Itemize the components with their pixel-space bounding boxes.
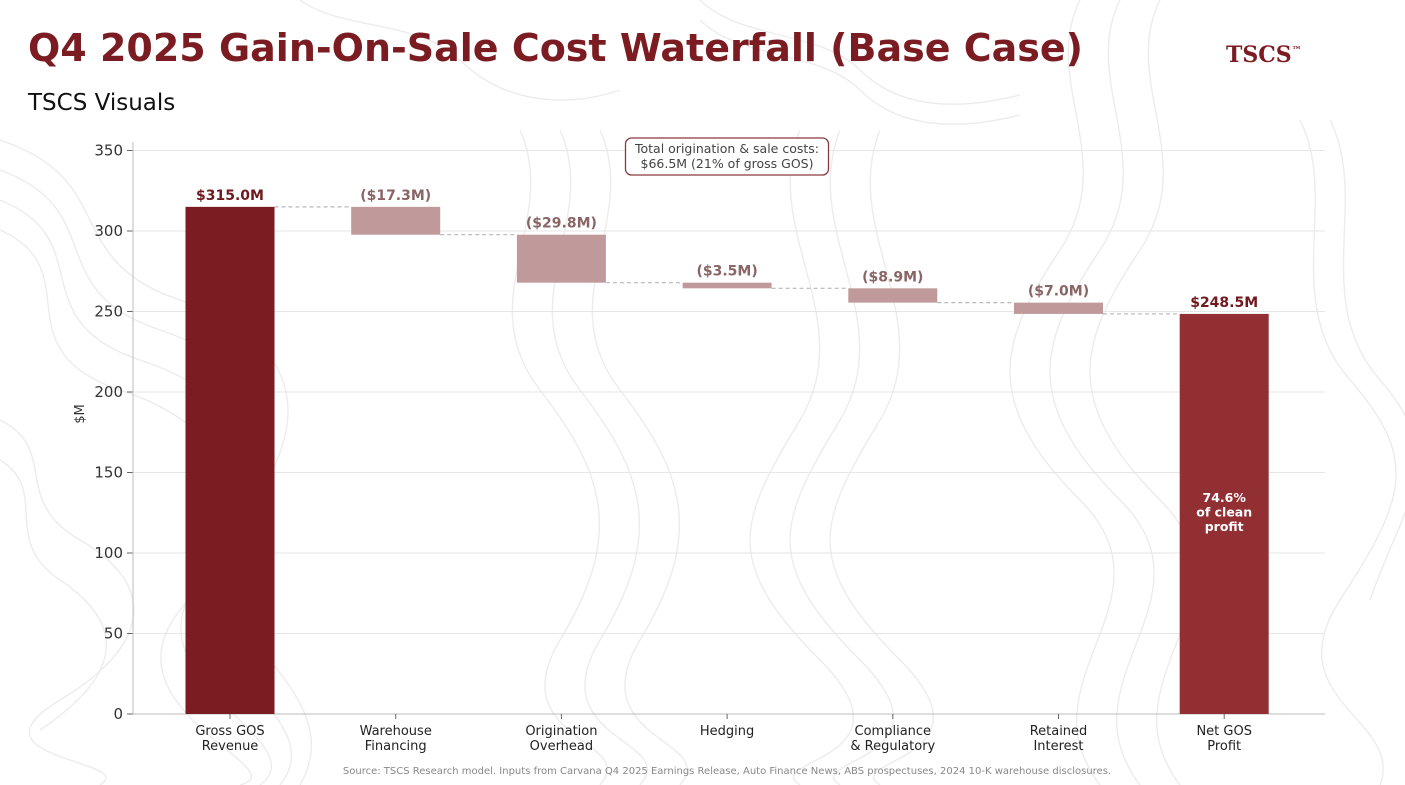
x-tick-label: Origination	[525, 724, 597, 739]
brand-logo: TSCS™	[1226, 42, 1302, 68]
bar-value-label: ($29.8M)	[526, 216, 597, 232]
y-tick-label: 200	[94, 383, 123, 401]
annotation-box	[624, 137, 830, 176]
x-tick-label: Net GOS	[1196, 724, 1252, 739]
x-tick-label: & Regulatory	[850, 739, 935, 754]
connectors	[274, 206, 1180, 315]
x-tick-label: Retained	[1030, 724, 1088, 739]
grid-lines	[133, 150, 1325, 715]
bar-value-label: ($8.9M)	[862, 269, 923, 285]
brand-name: TSCS	[1226, 42, 1292, 68]
x-tick-label: Gross GOS	[195, 724, 264, 739]
page-title: Q4 2025 Gain-On-Sale Cost Waterfall (Bas…	[28, 26, 1084, 70]
bar-2	[516, 234, 606, 283]
bar-value-label: ($17.3M)	[360, 188, 431, 204]
y-tick-label: 350	[94, 142, 123, 160]
x-tick-label: Revenue	[202, 739, 259, 754]
x-tick-label: Profit	[1207, 739, 1241, 754]
x-tick-label: Overhead	[530, 739, 594, 754]
bar-4	[848, 288, 938, 303]
bar-5	[1014, 302, 1103, 314]
bar-inner-note: profit	[1205, 519, 1244, 534]
x-tick-label: Interest	[1033, 739, 1083, 754]
bar-6	[1179, 313, 1269, 714]
y-axis: 0 50 100 150 200 250 300 350 $M	[73, 142, 1325, 723]
x-tick-label: Warehouse	[360, 724, 432, 739]
y-tick-label: 0	[113, 705, 123, 723]
y-tick-label: 300	[94, 222, 123, 240]
bar-value-label: $248.5M	[1190, 295, 1258, 311]
y-tick-label: 250	[94, 303, 123, 321]
bar-value-label: ($3.5M)	[696, 264, 757, 280]
source-note: Source: TSCS Research model. Inputs from…	[342, 766, 1112, 777]
annotation: Total origination & sale costs:$66.5M (2…	[624, 137, 830, 176]
bar-labels: $315.0M ($17.3M) ($29.8M) ($3.5M) ($8.9M) ($7…	[196, 188, 1258, 534]
y-tick-label: 150	[94, 464, 123, 482]
x-tick-label: Financing	[365, 739, 427, 754]
brand-trademark: ™	[1291, 45, 1302, 57]
x-tick-label: Compliance	[855, 724, 932, 739]
bars	[185, 206, 1269, 714]
bar-3	[682, 282, 772, 289]
annotation-text: Total origination & sale costs:	[634, 141, 819, 156]
annotation-text: $66.5M (21% of gross GOS)	[641, 156, 814, 171]
y-tick-label: 100	[94, 544, 123, 562]
x-tick-label: Hedging	[700, 724, 754, 739]
bar-1	[351, 206, 441, 235]
bar-value-label: ($7.0M)	[1028, 284, 1089, 300]
bar-value-label: $315.0M	[196, 188, 264, 204]
page-subtitle: TSCS Visuals	[28, 90, 176, 116]
bar-0	[185, 206, 275, 714]
y-axis-title: $M	[73, 404, 88, 424]
y-tick-label: 50	[104, 625, 123, 643]
bar-inner-note: 74.6%	[1203, 490, 1247, 505]
bar-inner-note: of clean	[1196, 504, 1252, 519]
